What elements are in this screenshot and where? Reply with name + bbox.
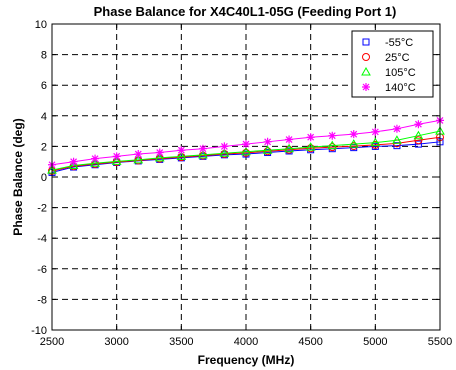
legend-label: 25°C — [385, 52, 410, 64]
series-3 — [47, 126, 445, 174]
data-point — [263, 147, 272, 156]
plot-series — [47, 116, 445, 176]
x-tick-label: 4000 — [234, 336, 258, 348]
data-point — [69, 157, 78, 166]
data-point — [91, 154, 100, 163]
data-point — [68, 160, 79, 170]
legend-label: -55°C — [385, 37, 413, 49]
data-point — [327, 140, 338, 150]
data-point — [306, 144, 315, 153]
data-point — [413, 130, 424, 140]
legend: -55°C 25°C 105°C 140°C — [351, 30, 434, 98]
data-point — [392, 124, 401, 133]
data-point — [328, 131, 337, 140]
data-point — [242, 148, 250, 157]
series-line — [51, 136, 441, 172]
data-point — [219, 148, 230, 157]
x-tick-label: 4500 — [298, 336, 322, 348]
data-point — [155, 148, 164, 157]
y-tick-label: -8 — [37, 294, 47, 306]
x-tick-label: 2500 — [40, 336, 64, 348]
x-tick-label: 5000 — [363, 336, 387, 348]
data-point — [306, 133, 315, 142]
y-tick-label: 6 — [41, 80, 47, 92]
x-axis-label: Frequency (MHz) — [198, 353, 295, 367]
data-point — [414, 136, 423, 145]
data-point — [349, 130, 358, 139]
chart-title: Phase Balance for X4C40L1-05G (Feeding P… — [94, 4, 397, 19]
x-tick-label: 3000 — [104, 336, 128, 348]
data-point — [285, 145, 294, 154]
y-tick-label: 2 — [41, 141, 47, 153]
data-point — [112, 152, 121, 161]
data-point — [414, 140, 422, 148]
data-point — [262, 145, 273, 154]
legend-label: 140°C — [385, 82, 416, 94]
data-point — [177, 146, 186, 155]
data-point — [284, 143, 294, 153]
y-tick-label: -6 — [37, 264, 47, 276]
legend-marker — [362, 38, 370, 46]
data-point — [111, 156, 122, 165]
data-point — [348, 139, 359, 148]
data-point — [371, 127, 380, 136]
x-tick-label: 5500 — [428, 336, 452, 348]
legend-marker — [361, 66, 371, 76]
legend-label: 105°C — [385, 67, 416, 79]
data-point — [392, 135, 402, 144]
data-point — [220, 150, 229, 159]
y-tick-label: 0 — [41, 172, 47, 184]
data-point — [176, 151, 187, 160]
y-tick-label: 8 — [41, 50, 47, 62]
data-point — [134, 150, 143, 159]
legend-marker — [362, 53, 370, 61]
data-point — [305, 142, 316, 151]
y-axis-label: Phase Balance (deg) — [11, 118, 25, 235]
data-point — [242, 140, 250, 149]
data-point — [263, 137, 272, 146]
data-point — [370, 137, 381, 147]
data-point — [241, 146, 251, 156]
y-tick-label: -2 — [37, 203, 47, 215]
data-point — [414, 120, 423, 129]
data-point — [154, 152, 165, 162]
y-tick-label: -10 — [31, 325, 47, 337]
legend-marker — [362, 83, 370, 91]
series-line — [51, 130, 441, 171]
data-point — [220, 142, 229, 151]
y-tick-label: 4 — [41, 111, 47, 123]
y-tick-label: -4 — [37, 233, 47, 245]
y-tick-label: 10 — [35, 19, 47, 31]
data-point — [198, 144, 207, 153]
data-point — [90, 158, 100, 167]
data-point — [285, 135, 294, 144]
x-tick-label: 3500 — [169, 336, 193, 348]
data-point — [133, 154, 144, 164]
data-point — [198, 149, 208, 159]
axis-ticks: 2500 3000 3500 4000 4500 5000 5500 -10 -8 -6 -4 -2 0… — [31, 19, 452, 348]
